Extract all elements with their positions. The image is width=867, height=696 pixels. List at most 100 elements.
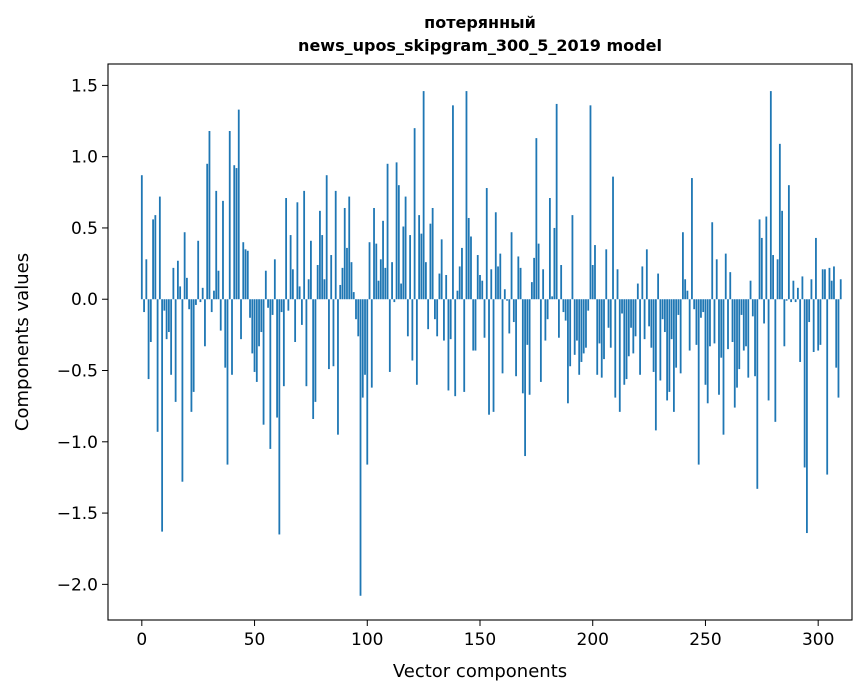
bar-228 [654,299,657,431]
bar-83 [328,299,330,370]
bar-3 [147,299,150,380]
bar-192 [573,299,576,355]
bar-172 [528,299,531,395]
bar-19 [183,232,186,300]
bar-165 [512,299,515,323]
bar-208 [609,299,612,348]
bar-197 [585,299,587,348]
bar-219 [634,299,637,337]
bar-40 [231,299,233,375]
bar-284 [781,210,784,300]
bar-115 [400,283,402,300]
bar-95 [355,299,357,320]
bar-68 [294,299,297,342]
bar-267 [742,299,745,351]
bar-161 [503,289,506,300]
bar-28 [204,299,206,347]
bar-140 [456,290,459,300]
bar-142 [461,247,463,300]
bar-176 [537,243,540,300]
bar-218 [632,299,635,354]
bar-78 [316,265,319,300]
bar-254 [713,299,716,344]
bar-215 [625,299,628,380]
bar-304 [826,299,829,475]
bar-153 [485,188,488,300]
bar-167 [517,256,520,300]
bar-150 [479,274,481,300]
x-tick-label: 150 [464,630,496,650]
bar-14 [172,267,175,300]
bar-263 [733,299,736,408]
bar-275 [760,237,763,300]
bar-177 [539,299,542,382]
bar-10 [163,299,166,311]
bar-124 [420,233,423,300]
bar-98 [361,299,364,398]
bar-139 [454,299,457,397]
bar-230 [659,299,662,381]
bar-6 [154,215,157,300]
bar-214 [623,299,626,385]
bar-110 [388,299,391,372]
bar-32 [213,290,215,300]
bar-162 [506,299,508,301]
bar-51 [255,299,258,382]
bar-224 [645,249,648,300]
bar-42 [235,168,238,300]
bar-120 [411,299,414,361]
bar-272 [754,299,756,377]
bar-82 [325,175,328,300]
y-tick-label: −0.5 [57,362,98,382]
bar-102 [370,299,373,388]
bar-105 [377,280,380,300]
bar-145 [467,217,470,300]
bar-89 [341,267,344,300]
bar-136 [447,299,450,391]
bar-273 [756,299,759,489]
bar-79 [319,210,321,300]
bar-52 [258,299,260,347]
bar-270 [749,280,752,300]
bar-75 [310,240,312,300]
bar-298 [812,299,815,352]
bar-209 [612,176,614,300]
bar-48 [249,299,251,318]
bar-37 [224,299,227,368]
bar-67 [291,269,294,300]
bar-258 [722,299,725,435]
bar-191 [571,215,574,300]
bar-268 [745,299,747,347]
bar-88 [339,284,342,300]
bar-147 [472,299,475,351]
bar-122 [415,299,418,385]
bar-310 [839,279,842,300]
bar-91 [346,247,348,300]
bar-256 [718,299,720,395]
bar-188 [564,299,567,321]
bar-93 [350,262,353,300]
bar-126 [424,262,427,300]
bar-31 [210,299,213,313]
bar-148 [474,299,477,351]
bar-111 [391,262,393,300]
bar-94 [352,292,355,300]
bar-299 [815,237,817,300]
bar-17 [179,286,182,300]
bar-301 [819,299,822,345]
bar-289 [792,280,795,300]
bar-11 [165,299,168,340]
bar-57 [269,299,272,449]
bar-63 [282,299,285,387]
bar-291 [796,287,799,300]
bar-160 [501,299,504,374]
bar-174 [533,257,536,300]
bar-170 [524,299,526,457]
bar-132 [438,273,441,300]
bar-309 [837,299,840,398]
bar-72 [303,190,306,300]
bar-106 [379,259,382,300]
bar-212 [618,299,621,412]
bar-87 [337,299,339,435]
bar-187 [562,299,565,313]
